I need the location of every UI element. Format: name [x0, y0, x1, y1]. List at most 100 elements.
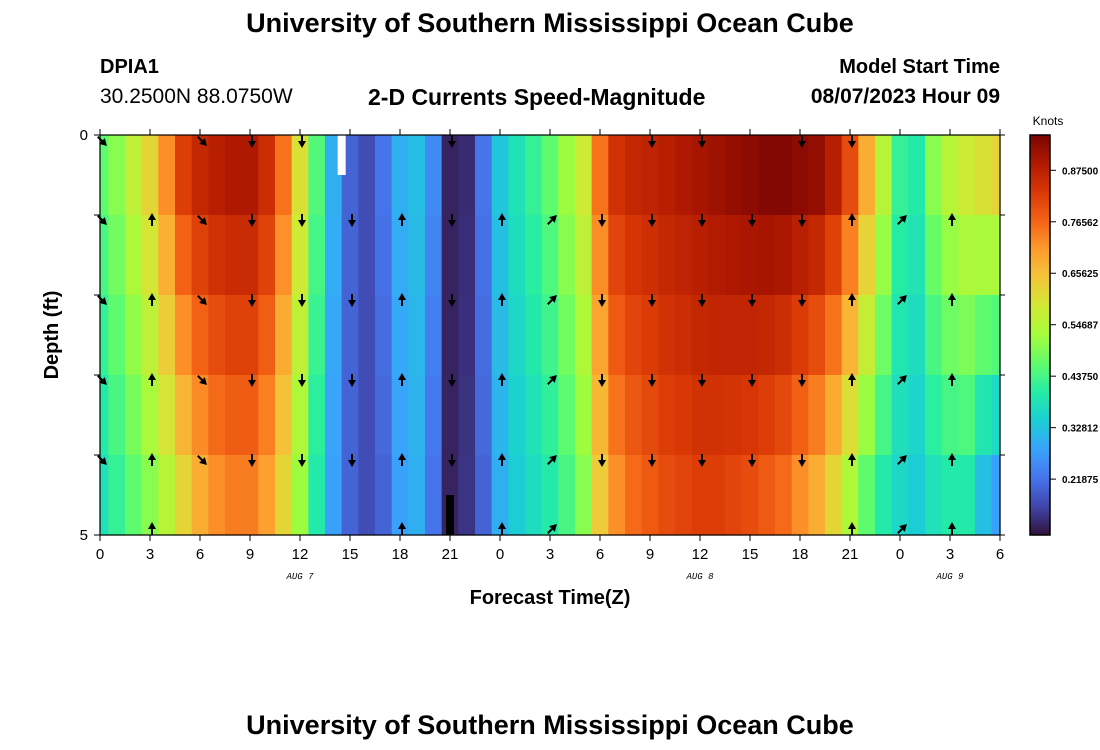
- current-arrow: [948, 453, 956, 466]
- heatmap-cell: [925, 215, 943, 296]
- heatmap-cell: [208, 135, 226, 216]
- x-tick-label: 0: [896, 546, 904, 563]
- arrow-head: [899, 215, 907, 223]
- x-tick-label: 9: [646, 546, 654, 563]
- heatmap-cell: [691, 215, 709, 296]
- heatmap-cell: [358, 295, 376, 376]
- heatmap-cell: [608, 455, 626, 536]
- arrow-head: [698, 380, 706, 387]
- arrow-head: [598, 460, 606, 467]
- heatmap-cell: [858, 455, 876, 536]
- x-tick-label: 21: [442, 546, 459, 563]
- heatmap-cell: [591, 375, 609, 456]
- heatmap-cell: [341, 295, 359, 376]
- heatmap-cell: [100, 375, 109, 456]
- heatmap-cell: [425, 455, 443, 536]
- arrow-head: [798, 141, 806, 148]
- heatmap-cell: [425, 135, 443, 216]
- arrow-head: [248, 300, 256, 307]
- heatmap-cell: [691, 455, 709, 536]
- heatmap-cell: [841, 455, 859, 536]
- heatmap-cell: [908, 375, 926, 456]
- colorbar-ticks: 0.87500 0.76562 0.65625 0.54687 0.43750 0.328…: [1050, 166, 1099, 486]
- x-tick-label: 6: [596, 546, 604, 563]
- current-arrow: [748, 454, 756, 467]
- arrow-head: [948, 522, 956, 529]
- arrow-head: [148, 213, 156, 220]
- heatmap-cell: [858, 295, 876, 376]
- current-arrow: [197, 375, 207, 385]
- heatmap-cell: [525, 215, 543, 296]
- arrow-head: [899, 455, 907, 463]
- x-axis: 0 3 6 9 12 15 18 21 0 3 6 9 12 15 18 21 0 3 6: [96, 129, 1004, 563]
- heatmap-cell: [191, 135, 209, 216]
- heatmap-cell: [641, 215, 659, 296]
- heatmap-cell: [175, 375, 193, 456]
- current-arrow: [698, 294, 706, 307]
- current-arrow: [698, 135, 706, 148]
- heatmap-cell: [525, 295, 543, 376]
- arrow-head: [248, 220, 256, 227]
- current-arrow: [197, 295, 207, 305]
- day-label: AUG 9: [935, 572, 964, 582]
- current-arrow: [698, 454, 706, 467]
- arrow-head: [549, 215, 557, 223]
- heatmap-cell: [891, 215, 909, 296]
- colorbar-tick-label: 0.43750: [1062, 372, 1099, 383]
- colorbar-label: Knots: [1033, 114, 1064, 128]
- heatmap-cell: [375, 215, 393, 296]
- heatmap-cell: [141, 375, 159, 456]
- heatmap-cell: [675, 295, 693, 376]
- heatmap-cell: [475, 215, 493, 296]
- arrow-head: [748, 220, 756, 227]
- heatmap-cell: [108, 455, 126, 536]
- heatmap-cell: [391, 295, 409, 376]
- current-arrow: [348, 454, 356, 467]
- x-tick-label: 18: [392, 546, 409, 563]
- heatmap-cell: [458, 215, 476, 296]
- heatmap-cell: [441, 215, 459, 296]
- day-label: AUG 7: [285, 572, 314, 582]
- heatmap-cell: [608, 215, 626, 296]
- heatmap-cell: [158, 135, 176, 216]
- heatmap-cell: [858, 215, 876, 296]
- x-tick-label: 15: [742, 546, 759, 563]
- heatmap-cell: [291, 295, 309, 376]
- x-tick-label: 21: [842, 546, 859, 563]
- current-arrow: [547, 524, 557, 534]
- heatmap-cell: [458, 375, 476, 456]
- heatmap-cell: [441, 375, 459, 456]
- heatmap-cell: [225, 375, 243, 456]
- current-arrow: [648, 294, 656, 307]
- arrow-head: [648, 220, 656, 227]
- current-arrow: [748, 294, 756, 307]
- arrow-head: [398, 453, 406, 460]
- heatmap-cell: [625, 295, 643, 376]
- x-tick-label: 6: [196, 546, 204, 563]
- heatmap-cell: [475, 375, 493, 456]
- heatmap-cell: [908, 295, 926, 376]
- arrow-head: [148, 293, 156, 300]
- heatmap-cell: [791, 455, 809, 536]
- heatmap-cell: [825, 295, 843, 376]
- colorbar-tick-label: 0.65625: [1062, 269, 1099, 280]
- heatmap-cell: [491, 215, 509, 296]
- heatmap-cell: [758, 295, 776, 376]
- heatmap-cell: [558, 295, 576, 376]
- heatmap-cell: [575, 455, 593, 536]
- heatmap-cell: [175, 455, 193, 536]
- current-arrow: [897, 375, 907, 385]
- current-arrow: [298, 135, 306, 148]
- current-arrow: [798, 135, 806, 148]
- current-arrow: [748, 214, 756, 227]
- heatmap-cell: [975, 215, 993, 296]
- current-arrow: [948, 293, 956, 306]
- current-arrow: [948, 213, 956, 226]
- heatmap-cell: [775, 375, 793, 456]
- heatmap-cell: [991, 455, 1001, 536]
- arrow-head: [199, 217, 207, 225]
- arrow-head: [99, 297, 107, 305]
- heatmap-cell: [641, 135, 659, 216]
- heatmap-cell: [575, 295, 593, 376]
- x-axis-label: Forecast Time(Z): [470, 587, 631, 609]
